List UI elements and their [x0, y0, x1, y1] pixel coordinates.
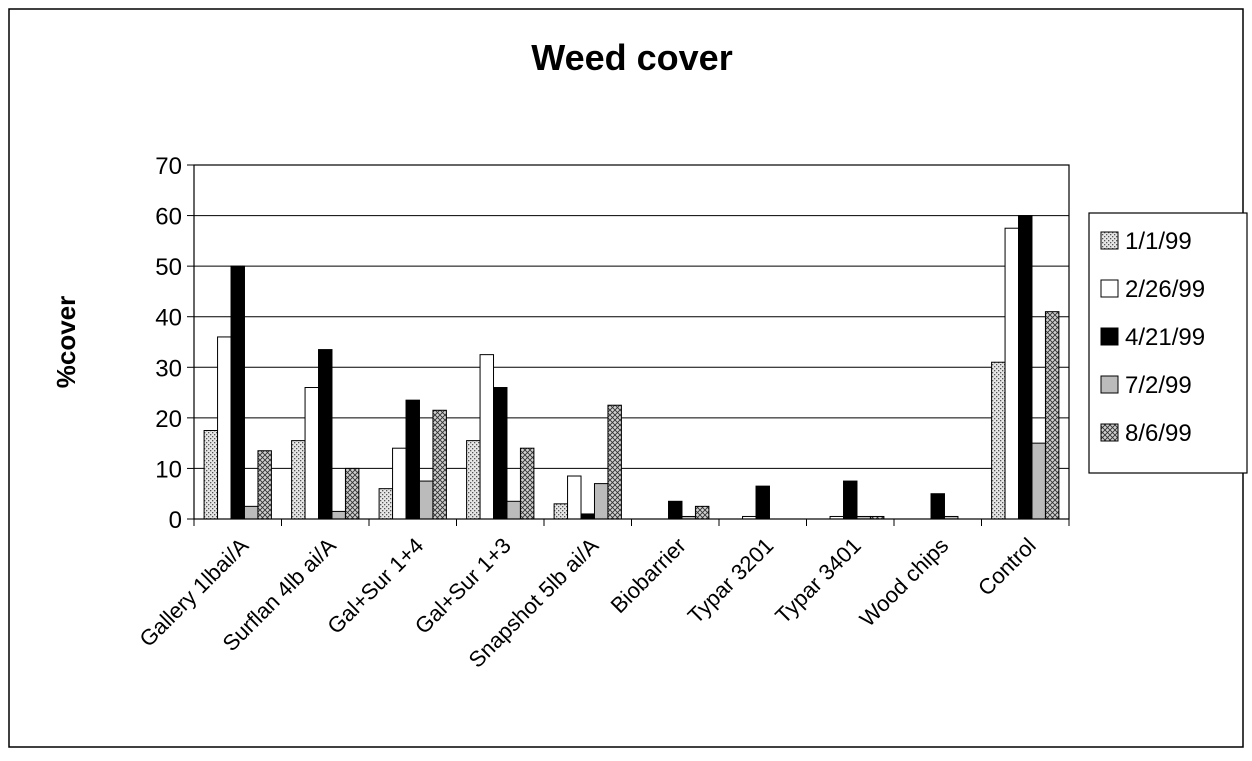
bar: [243, 505, 259, 520]
bar: [755, 485, 770, 520]
bar: [593, 483, 609, 520]
y-tick-label: 40: [155, 305, 182, 332]
bar: [567, 475, 582, 520]
bar: [466, 440, 481, 520]
legend-swatch: [1100, 279, 1119, 298]
legend: 1/1/99 2/26/99 4/21/99 7/2/99 8/6/99: [1088, 212, 1248, 474]
bar: [1044, 311, 1060, 520]
legend-swatch: [1100, 231, 1119, 250]
bar: [553, 503, 569, 520]
y-tick-label: 70: [155, 153, 182, 180]
bar: [580, 513, 595, 520]
bar: [291, 440, 306, 520]
legend-swatch: [1100, 423, 1119, 442]
bar: [344, 467, 360, 520]
bar: [1031, 442, 1046, 520]
y-tick-label: 60: [155, 204, 182, 231]
legend-label: 7/2/99: [1125, 372, 1192, 399]
bar: [230, 265, 245, 520]
bar: [331, 510, 346, 520]
legend-label: 8/6/99: [1125, 420, 1192, 447]
chart-title: Weed cover: [531, 37, 732, 78]
chart-border: [8, 8, 1244, 748]
y-tick-label: 20: [155, 406, 182, 433]
bar: [506, 500, 521, 520]
bar: [405, 399, 420, 520]
legend-label: 2/26/99: [1125, 276, 1205, 303]
bar: [479, 354, 495, 520]
bar: [432, 409, 447, 520]
bar: [203, 430, 219, 520]
bar: [318, 349, 333, 520]
bar: [607, 404, 622, 520]
bar: [378, 488, 394, 520]
y-axis-label: %cover: [51, 296, 81, 389]
bar: [1018, 215, 1033, 520]
bar: [418, 480, 434, 520]
bar: [991, 361, 1006, 520]
bar: [668, 500, 683, 520]
bar: [930, 493, 945, 520]
bar: [1004, 227, 1020, 520]
bar: [392, 447, 407, 520]
bars: [203, 215, 1060, 520]
legend-swatch: [1100, 375, 1119, 394]
bar: [493, 387, 508, 520]
bar: [519, 447, 535, 520]
y-tick-label: 50: [155, 254, 182, 281]
legend-swatch: [1100, 327, 1119, 346]
bar: [843, 480, 858, 520]
bar: [694, 505, 710, 520]
y-tick-label: 30: [155, 355, 182, 382]
y-tick-label: 0: [169, 507, 182, 534]
bar: [304, 387, 320, 520]
y-tick-label: 10: [155, 456, 182, 483]
legend-label: 1/1/99: [1125, 228, 1192, 255]
bar: [217, 336, 232, 520]
legend-label: 4/21/99: [1125, 324, 1205, 351]
bar: [257, 450, 272, 520]
